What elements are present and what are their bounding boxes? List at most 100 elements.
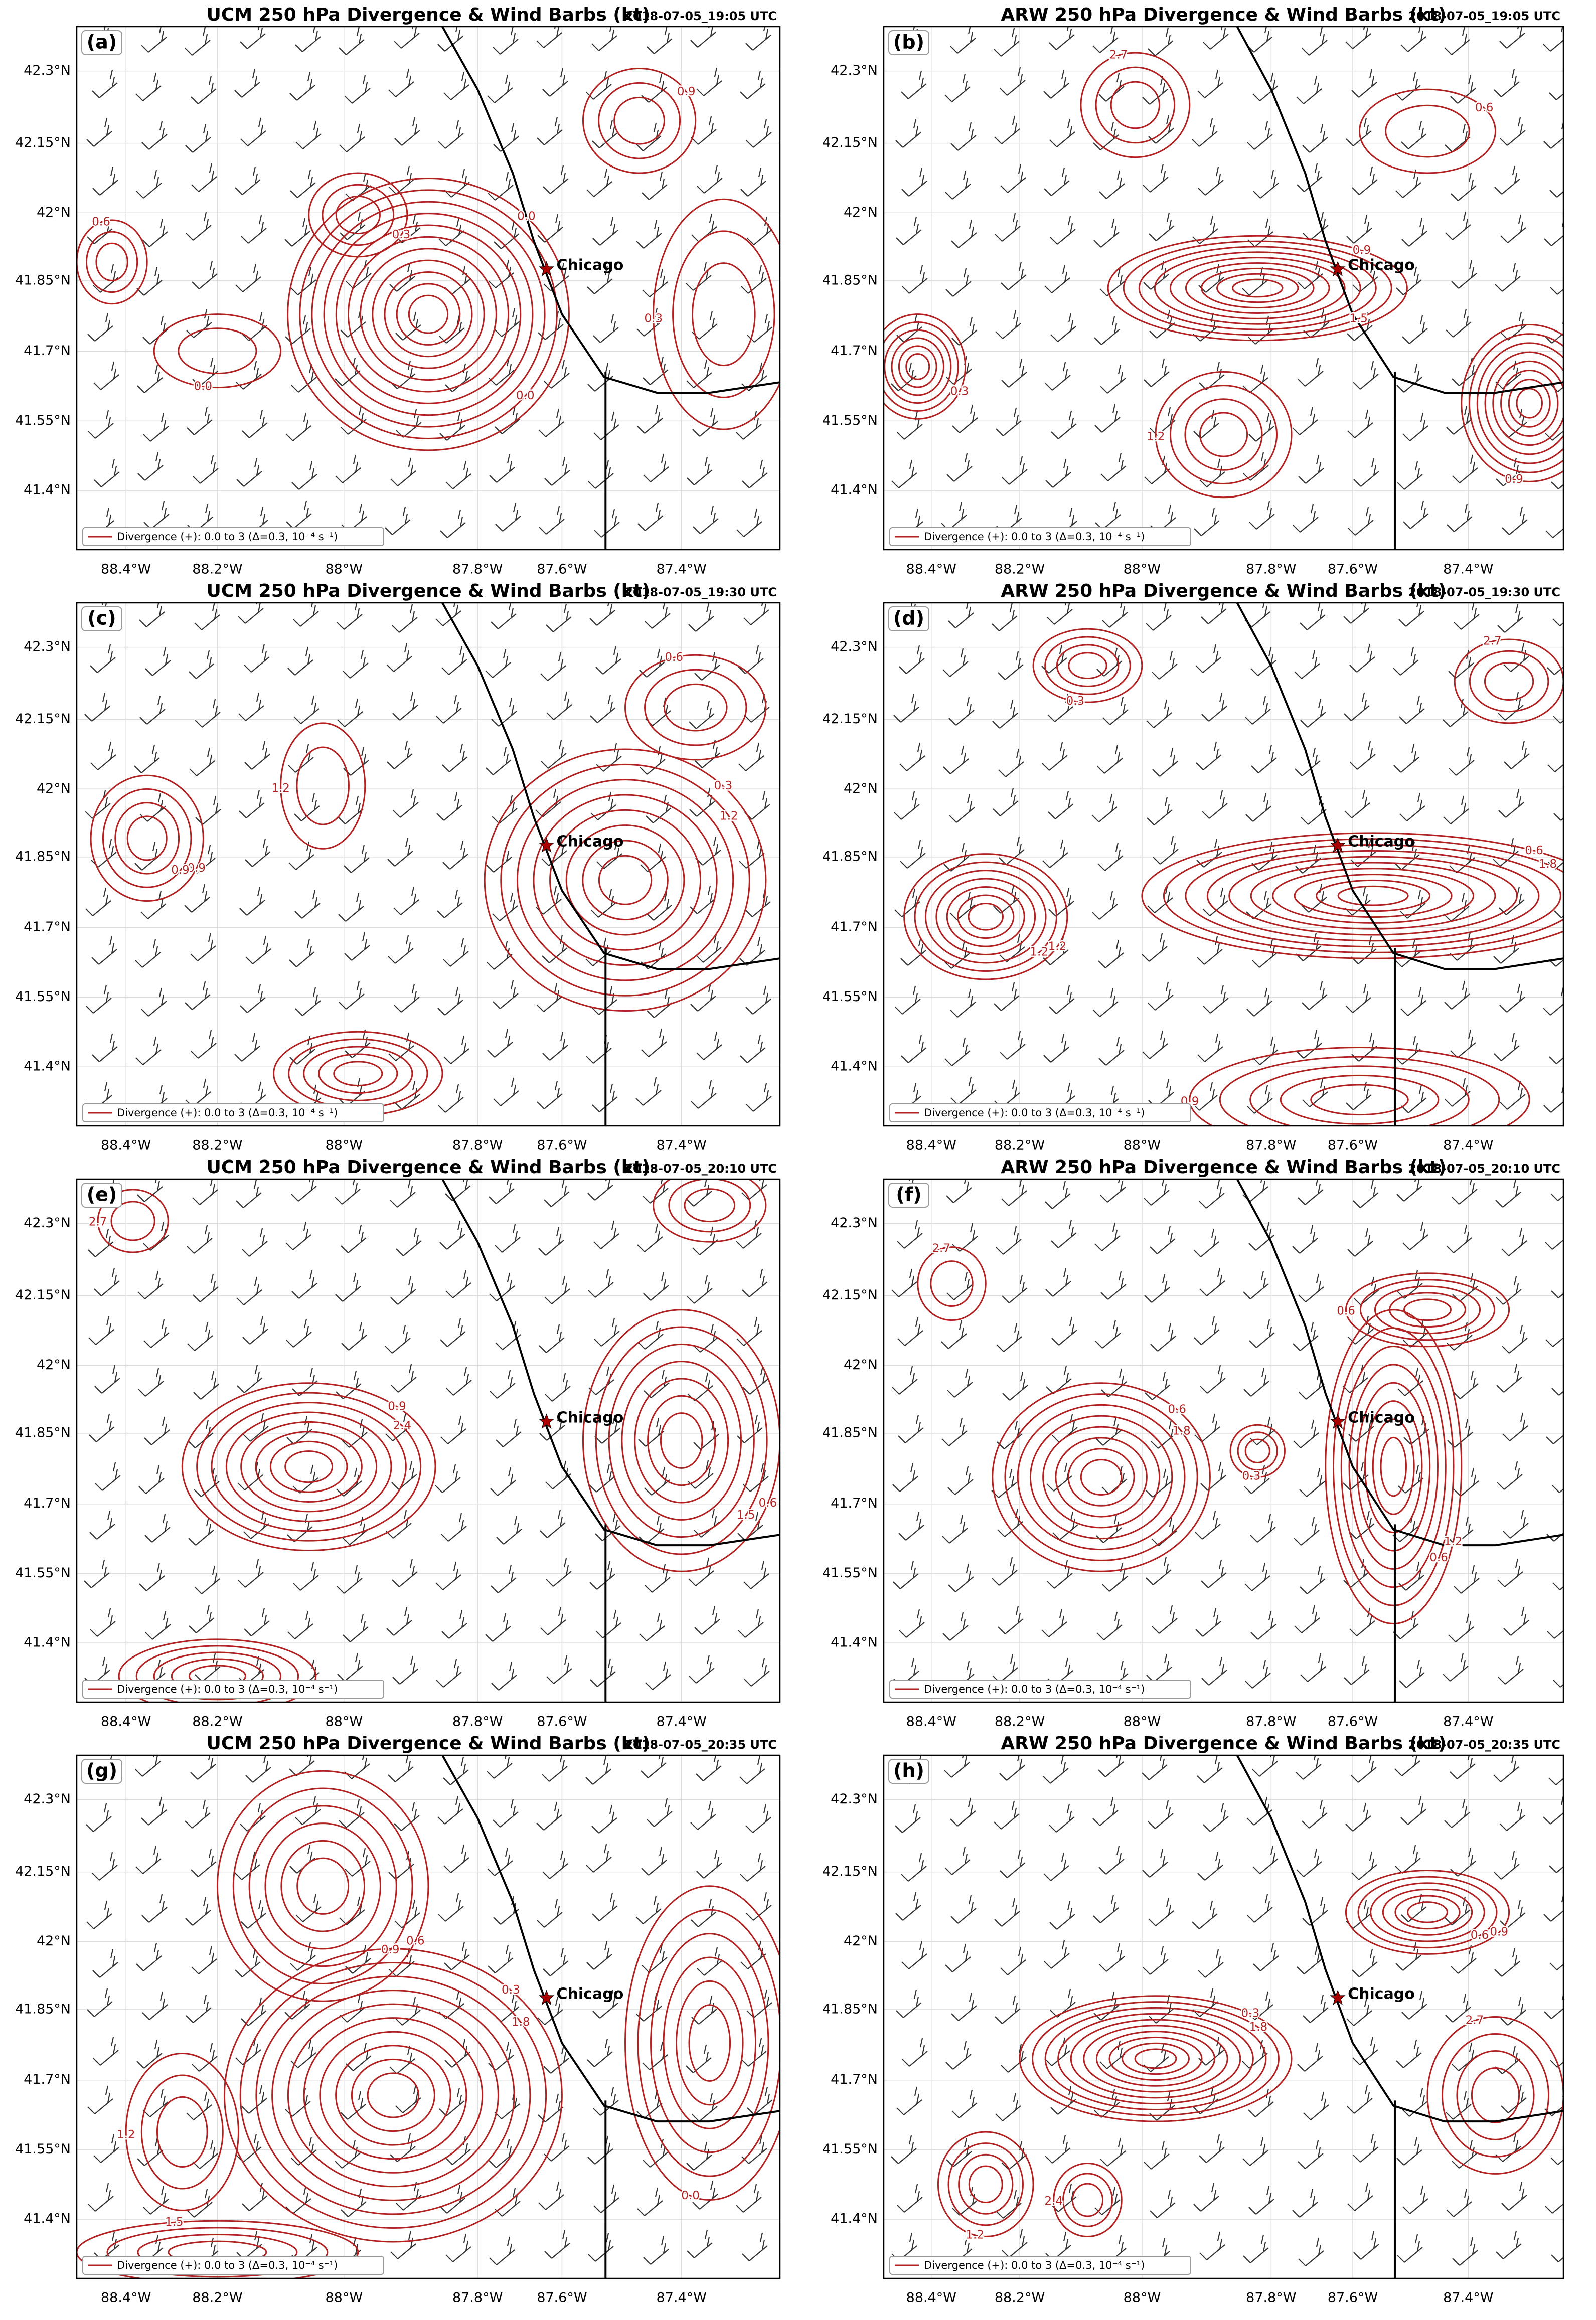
lat-tick-label: 42.15°N [822,1864,878,1879]
wind-barb [1396,266,1422,295]
lat-tick-label: 42.3°N [24,639,71,654]
divergence-contour [287,2003,499,2188]
wind-barb [543,165,569,194]
wind-barb [1397,461,1423,490]
wind-barb [1102,696,1129,725]
wind-barb [1401,1893,1427,1922]
wind-barb [144,1416,170,1445]
wind-barb [491,1662,517,1691]
wind-barb [1343,1559,1369,1588]
wind-barb [342,1516,368,1545]
wind-barb [295,27,321,52]
wind-barb [1043,936,1069,965]
map-frame [76,26,781,551]
divergence-contour [408,294,449,334]
wind-barb [495,405,521,434]
wind-barb [1043,1034,1069,1063]
wind-barb [1243,1368,1269,1397]
lat-tick-label: 42.3°N [24,63,71,78]
wind-barb [692,2181,718,2210]
wind-barb [1296,1848,1322,1877]
wind-barb [740,168,766,197]
wind-barb [696,67,722,96]
panel-title: UCM 250 hPa Divergence & Wind Barbs (kt) [207,1733,651,1754]
wind-barb [185,1799,211,1829]
wind-barb [1493,935,1519,964]
wind-barb [335,1179,361,1205]
wind-barb [1099,170,1125,199]
wind-barb [1297,1945,1323,1974]
wind-barb [1543,1893,1563,1922]
contour-label: 2.7 [1109,49,1128,62]
wind-barb [1095,1417,1122,1446]
divergence-contour [1345,1272,1510,1348]
divergence-contour [1316,879,1431,912]
wind-barb [950,1895,977,1924]
divergence-contour [1200,267,1315,309]
panel-letter-box [81,1183,122,1208]
wind-barb [586,1941,612,1970]
wind-barb [437,986,463,1016]
wind-barb [944,73,971,102]
wind-barb [1348,507,1374,536]
wind-barb [1296,1030,1322,1059]
divergence-contour [1461,324,1563,482]
wind-barb [640,843,666,872]
wind-barb [189,747,215,776]
wind-barb [1051,1316,1077,1346]
wind-barb [950,988,976,1018]
wind-barb [536,27,562,48]
divergence-contour [1244,1438,1270,1464]
wind-barb [1444,27,1470,55]
wind-barb [1149,212,1175,241]
wind-barb [1292,2189,1318,2218]
panel-title: ARW 250 hPa Divergence & Wind Barbs (kt) [1001,581,1447,601]
wind-barb [135,939,161,968]
wind-barb [138,1465,165,1494]
wind-barb [739,937,765,966]
wind-barb [1396,2136,1422,2166]
wind-barb [392,1558,418,1587]
wind-barb [488,2042,514,2071]
wind-barb [389,165,415,195]
contour-label: 1.5 [165,2216,184,2229]
wind-barb [1247,1894,1273,1923]
lon-tick-label: 87.6°W [537,1138,587,1153]
wind-barb [1447,503,1473,532]
wind-barb [736,1317,762,1346]
wind-barb [1142,1849,1168,1878]
wind-barb [696,934,722,963]
wind-barb [341,2188,367,2217]
wind-barb [1093,219,1120,248]
wind-barb [437,27,463,52]
lat-tick-label: 41.55°N [15,2141,71,2157]
wind-barb [1451,260,1477,289]
wind-barb [692,408,718,437]
map-frame [883,1754,1564,2279]
map-frame [76,1178,781,1703]
wind-barb [1249,1416,1275,1445]
coastline [1236,1179,1563,1547]
wind-barb [1498,789,1524,818]
wind-barb [496,1418,522,1447]
wind-barb [899,742,925,771]
divergence-contour [1080,1459,1123,1496]
wind-barb [1044,264,1070,293]
wind-barb [641,1755,667,1778]
wind-barb [1394,1755,1420,1776]
wind-barb [189,1604,215,1633]
legend-box [82,1680,384,1699]
wind-barb [1001,261,1027,290]
wind-barb [1396,364,1422,393]
divergence-contour [296,1857,350,1915]
divergence-contour [1382,1888,1473,1936]
wind-barb [592,1892,618,1921]
panel-letter: (d) [893,607,924,629]
wind-barb [88,1228,114,1257]
panel-title: UCM 250 hPa Divergence & Wind Barbs (kt) [207,581,651,601]
wind-barb [1043,1852,1069,1881]
wind-barb [998,748,1024,777]
divergence-contour [110,1201,155,1241]
wind-barb [645,1564,671,1593]
lat-tick-label: 42.15°N [15,1287,71,1303]
